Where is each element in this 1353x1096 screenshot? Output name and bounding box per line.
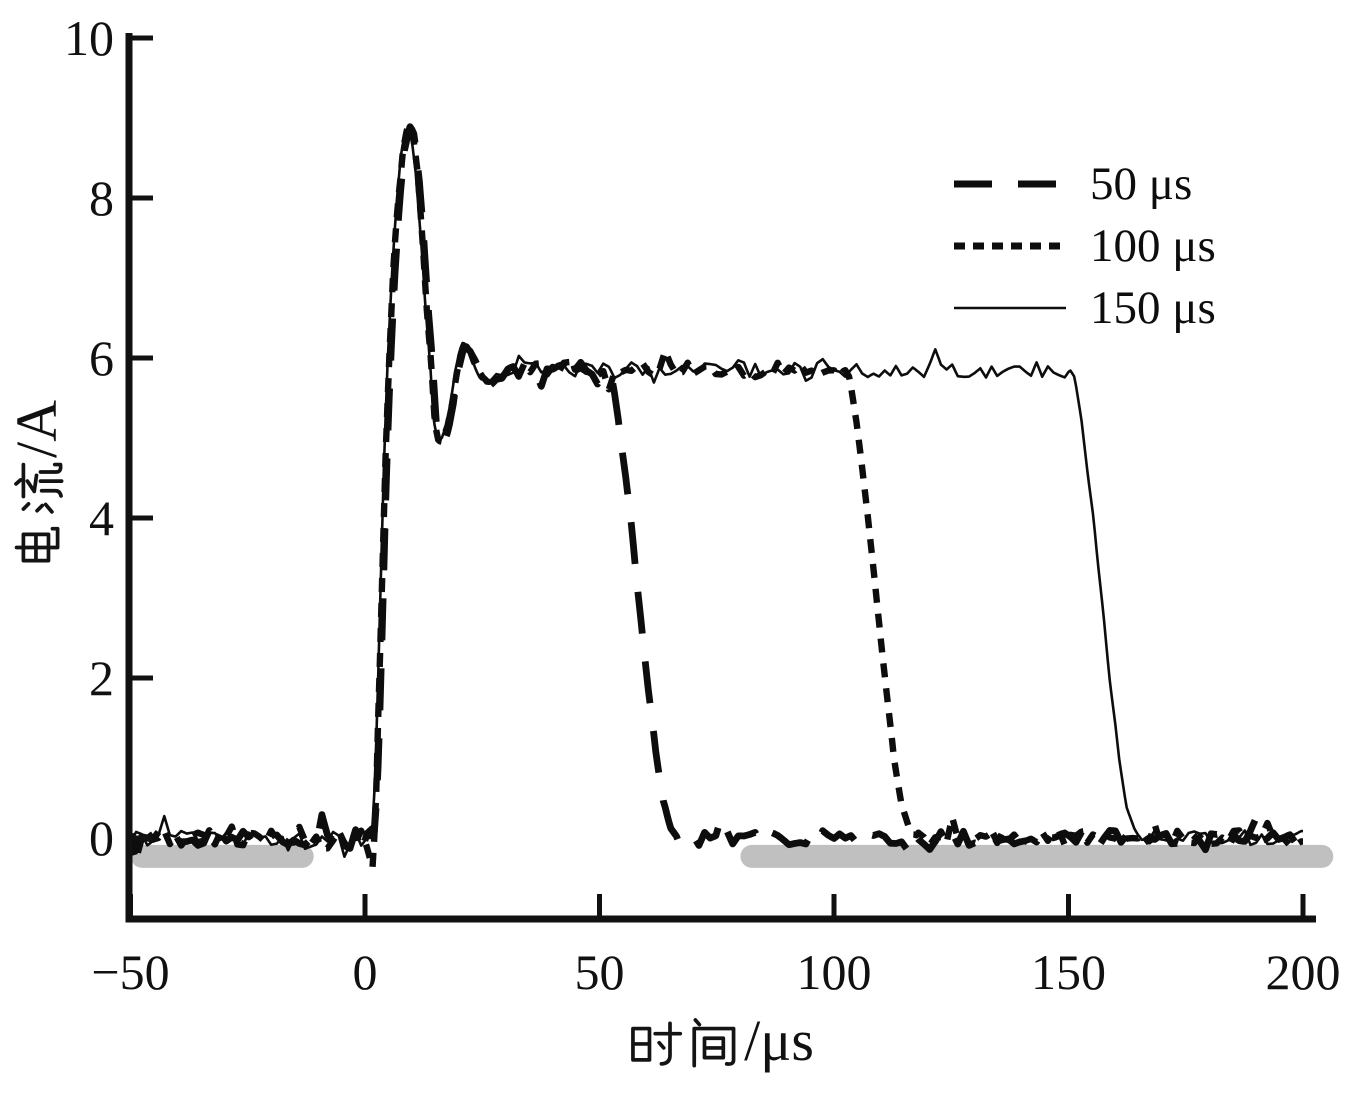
x-tick-label: −50 (91, 944, 169, 1000)
x-tick-label: 50 (575, 944, 625, 1000)
legend-item-100us: 100 μs (950, 220, 1216, 272)
legend-label-50us: 50 μs (1090, 157, 1193, 210)
legend-sample-solid-icon (954, 306, 1066, 310)
legend-label-100us: 100 μs (1090, 219, 1216, 272)
y-tick-label: 8 (89, 170, 114, 226)
cjk-glyph (13, 462, 63, 514)
y-tick-label: 6 (89, 330, 114, 386)
x-tick-label: 100 (797, 944, 872, 1000)
axis-title-text: /A (4, 400, 69, 458)
y-axis-title: /A (4, 400, 69, 576)
cjk-glyph (631, 1021, 683, 1066)
x-tick-label: 150 (1031, 944, 1106, 1000)
legend-item-50us: 50 μs (950, 158, 1216, 210)
y-tick-label: 4 (89, 490, 114, 546)
y-tick-label: 10 (64, 10, 114, 66)
y-tick-label: 0 (89, 810, 114, 866)
cjk-glyph (14, 526, 59, 563)
x-tick-label: 200 (1266, 944, 1341, 1000)
x-tick-label: 0 (353, 944, 378, 1000)
axis-title-text: /μs (744, 1008, 814, 1073)
trace-150us (129, 130, 1303, 858)
x-axis-title: /μs (626, 1008, 814, 1073)
legend-item-150us: 150 μs (950, 282, 1216, 334)
legend-sample-long-dash-icon (954, 180, 1064, 188)
legend-sample-dotted-icon (954, 242, 1064, 250)
legend-label-150us: 150 μs (1090, 281, 1216, 334)
y-tick-label: 2 (89, 650, 114, 706)
legend: 50 μs 100 μs 150 μs (950, 158, 1216, 334)
cjk-glyph (692, 1017, 736, 1067)
trace-50us (127, 123, 1305, 858)
